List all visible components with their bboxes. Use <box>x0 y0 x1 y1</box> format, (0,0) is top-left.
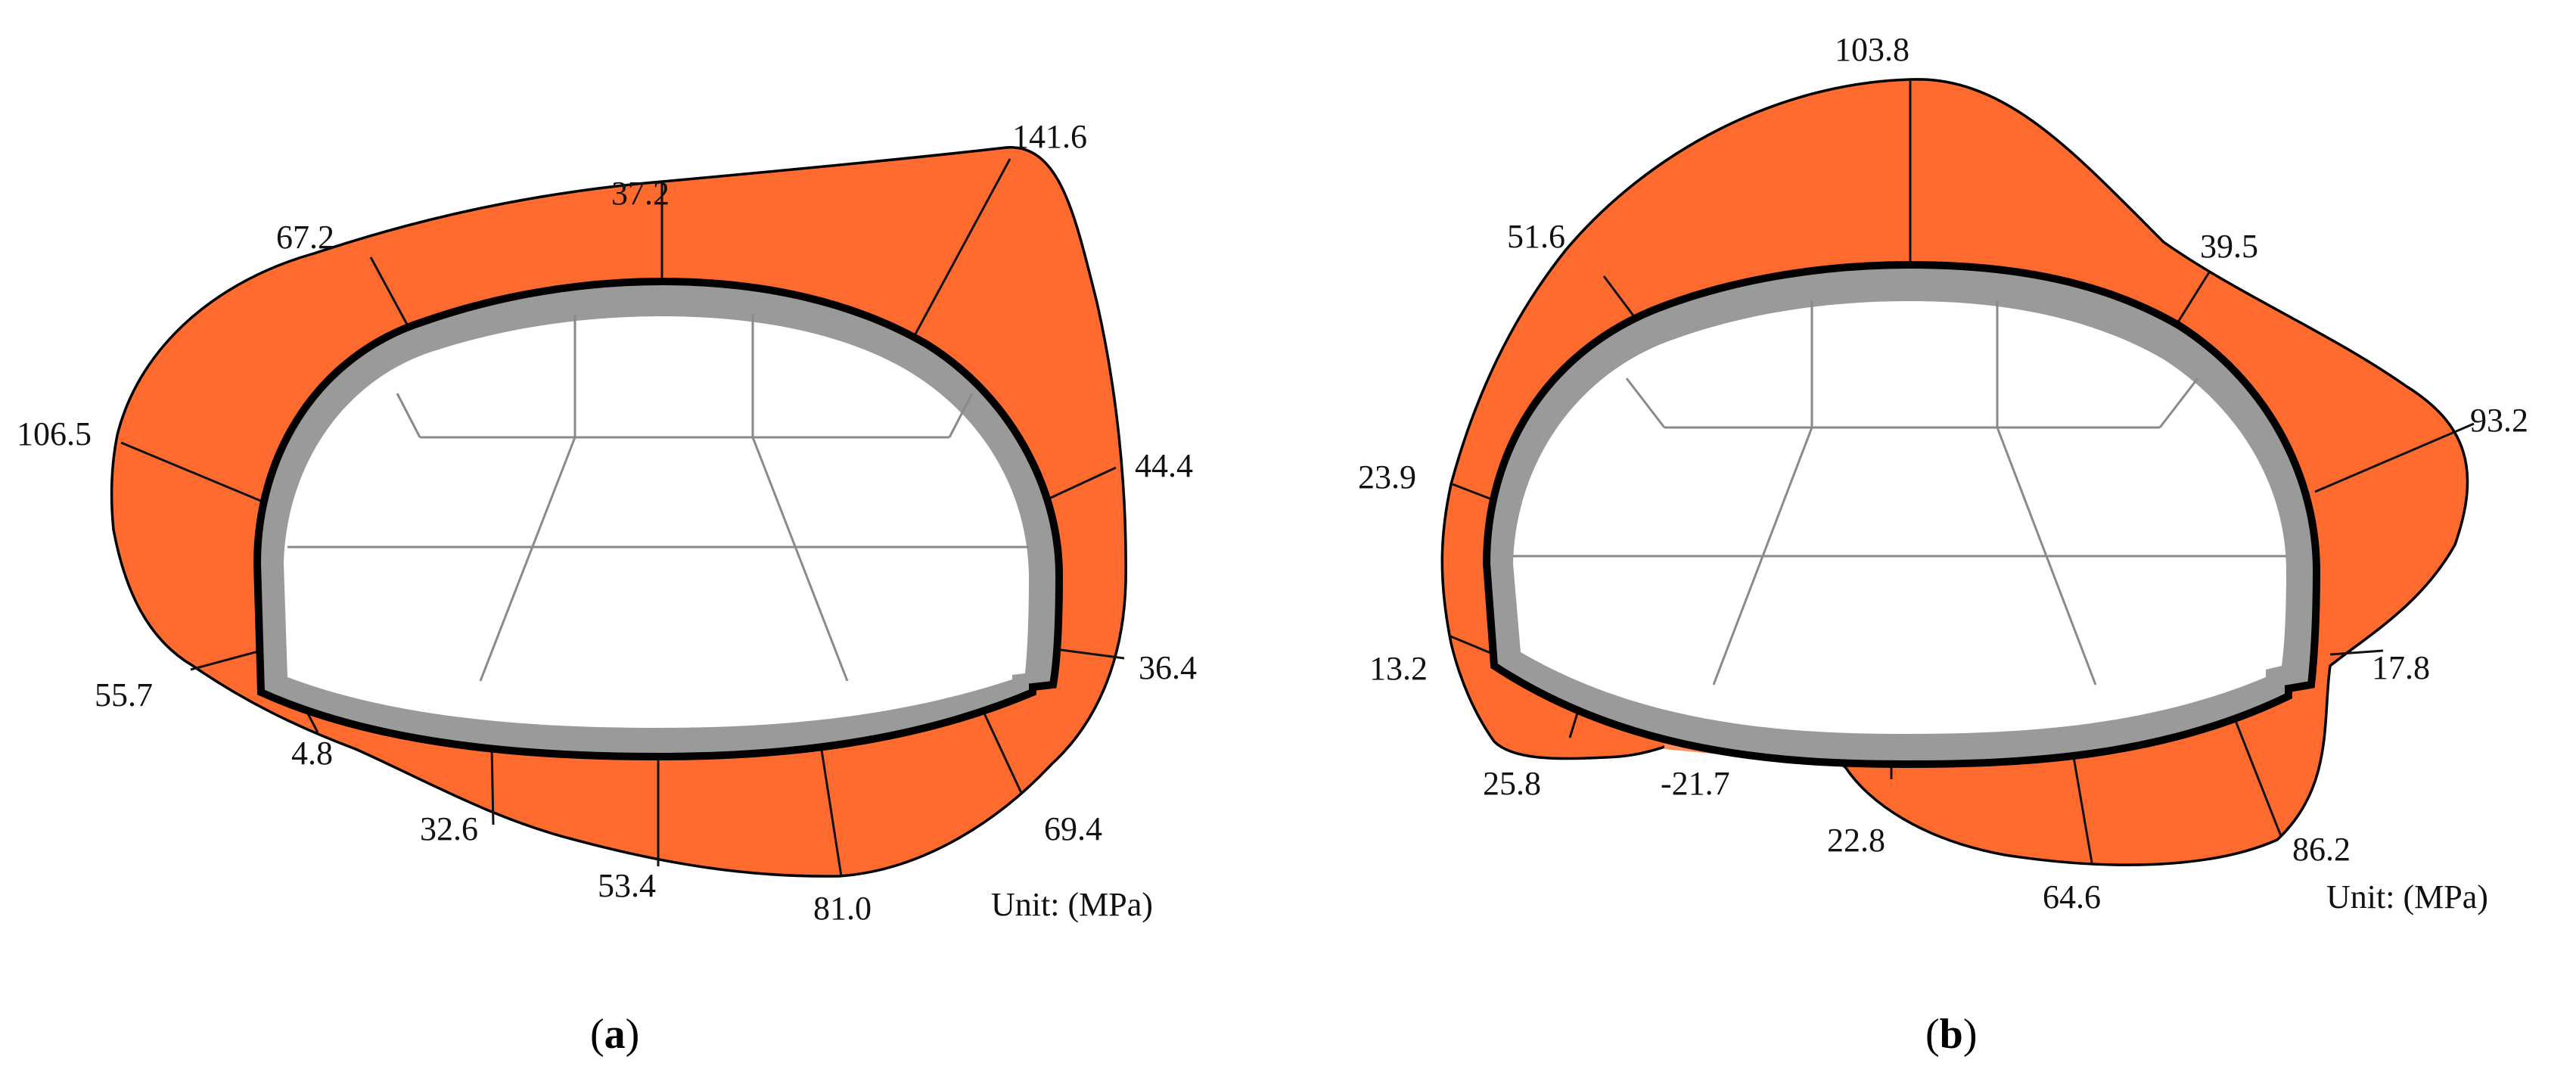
panel-b-value-label: 64.6 <box>2043 878 2101 915</box>
panel-b-value-label: 22.8 <box>1827 822 1885 859</box>
panel-b-division-line <box>2329 649 2384 656</box>
panel-a-division-line <box>120 441 267 505</box>
panel-a-value-label: 69.4 <box>1044 810 1102 847</box>
panel-b-section-lines <box>1513 301 2286 685</box>
panel-a-division-line <box>490 747 495 825</box>
panel-a-division-line <box>906 158 1011 349</box>
panel-b-division-line <box>1448 634 1495 656</box>
panel-b-caption: (b) <box>1925 1011 1977 1058</box>
panel-a-value-label: 44.4 <box>1135 447 1193 484</box>
panel-a-value-label: 36.4 <box>1139 649 1197 686</box>
panel-b-division-line <box>2071 752 2093 863</box>
panel-a-value-label: 106.5 <box>17 415 92 452</box>
panel-b-letter: b <box>1940 1011 1963 1058</box>
panel-a-division-line <box>190 649 262 671</box>
panel-b-unit-label: Unit: (MPa) <box>2326 878 2488 915</box>
panel-a-letter: a <box>604 1011 626 1058</box>
panel-b: 103.8 39.5 93.2 17.8 86.2 64.6 22.8 -21.… <box>1358 31 2528 1058</box>
panel-a-unit-label: Unit: (MPa) <box>991 886 1153 923</box>
panel-a-section-lines <box>287 314 1029 682</box>
panel-b-value-label: 23.9 <box>1358 459 1416 496</box>
panel-b-value-label: 51.6 <box>1507 218 1565 255</box>
panel-b-value-labels: 103.8 39.5 93.2 17.8 86.2 64.6 22.8 -21.… <box>1358 31 2528 915</box>
panel-a-division-line <box>978 703 1023 794</box>
panel-b-tunnel-interior <box>1513 301 2286 734</box>
panel-a-value-label: 141.6 <box>1012 118 1087 155</box>
panel-a-division-line <box>1055 648 1125 660</box>
panel-a-value-label: 55.7 <box>95 676 153 713</box>
panel-a-tunnel-interior <box>284 316 1029 728</box>
panel-a-value-label: 37.2 <box>611 175 670 212</box>
panel-a-value-label: 67.2 <box>276 219 334 256</box>
panel-b-value-label: 39.5 <box>2200 228 2258 265</box>
panel-a-division-line <box>1043 466 1117 502</box>
panel-b-value-label: 103.8 <box>1835 31 1909 68</box>
panel-a-division-line <box>819 745 843 877</box>
panel-a-caption: (a) <box>590 1011 639 1058</box>
panel-b-value-label: 17.8 <box>2372 649 2430 686</box>
panel-a-value-label: 4.8 <box>291 735 333 772</box>
panel-b-value-label: 13.2 <box>1369 650 1428 687</box>
panel-b-value-label: 86.2 <box>2292 831 2351 868</box>
panel-a-value-label: 53.4 <box>598 867 656 904</box>
panel-a-value-labels: 37.2 141.6 44.4 36.4 69.4 81.0 53.4 32.6… <box>17 118 1197 927</box>
panel-a-value-label: 81.0 <box>813 890 872 927</box>
panel-b-value-label: 25.8 <box>1483 765 1541 802</box>
panel-b-division-line <box>2314 422 2475 493</box>
panel-a-value-label: 32.6 <box>420 810 478 847</box>
panel-a: 37.2 141.6 44.4 36.4 69.4 81.0 53.4 32.6… <box>17 118 1197 1058</box>
panel-b-value-label: 93.2 <box>2470 402 2528 439</box>
panel-b-division-line <box>2230 710 2282 837</box>
panel-b-value-label: -21.7 <box>1661 765 1730 802</box>
